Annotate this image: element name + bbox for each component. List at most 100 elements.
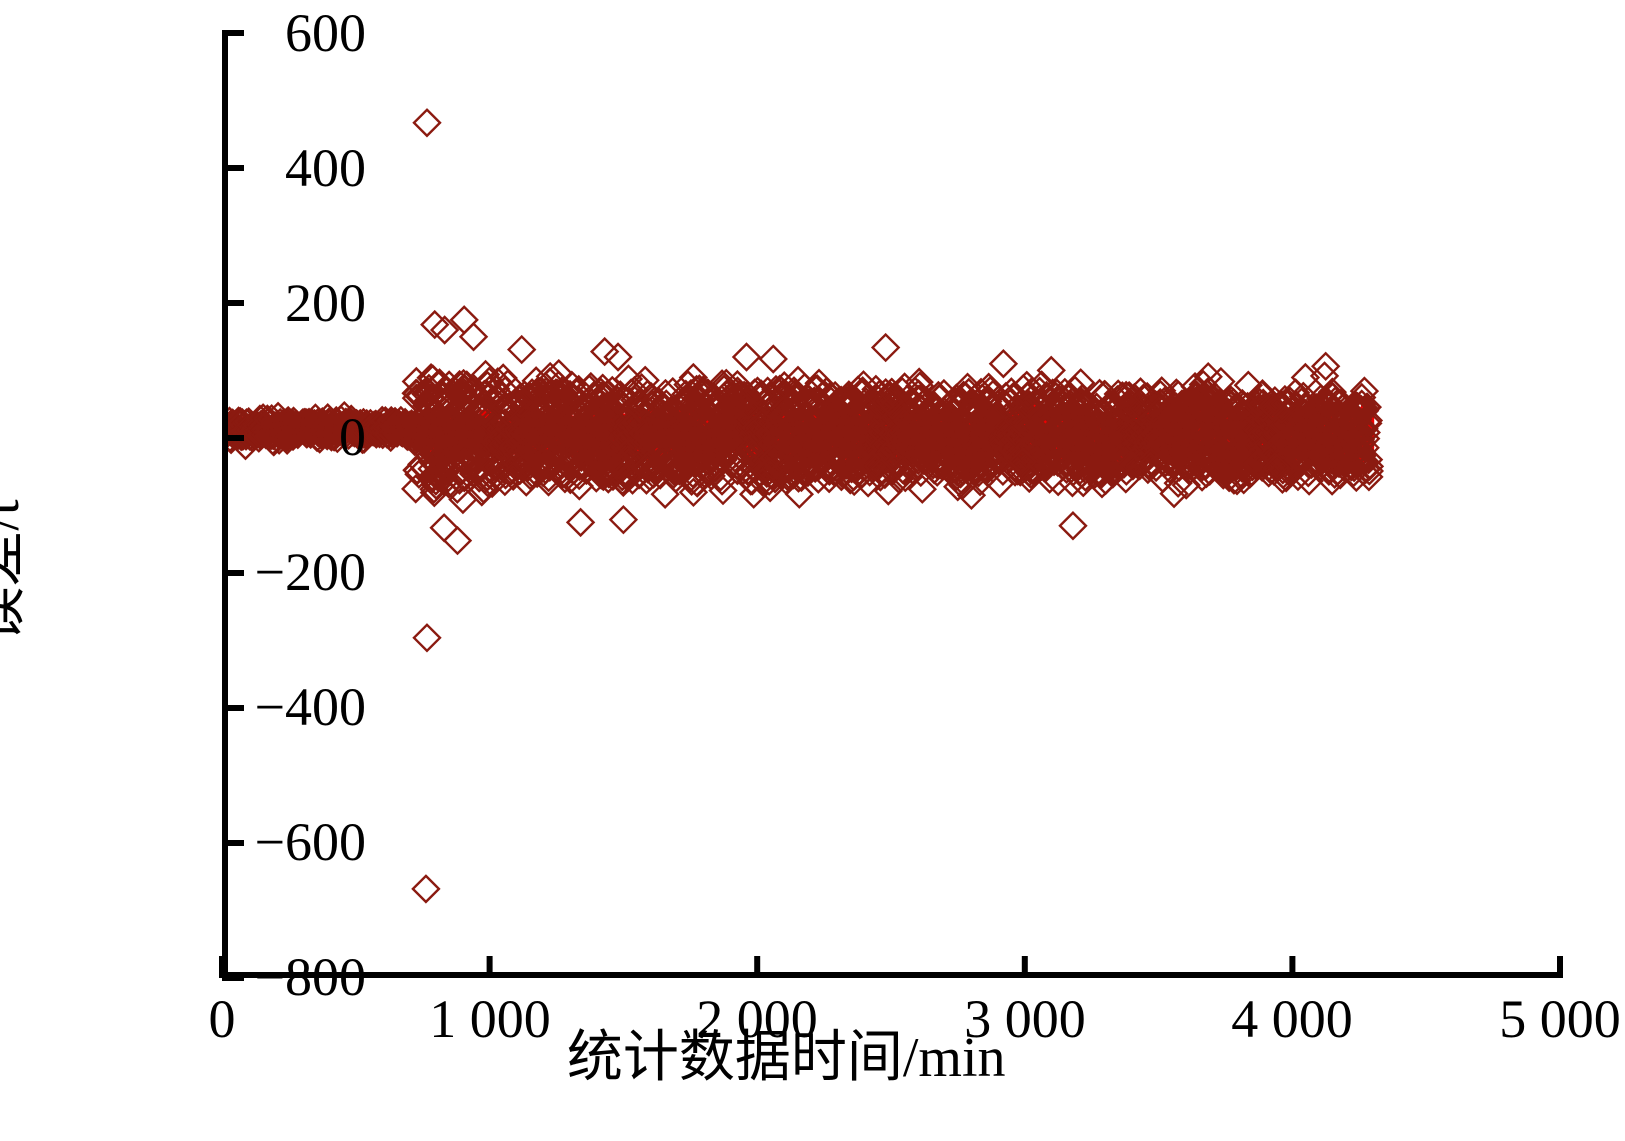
data-point-marker (866, 457, 896, 487)
data-point-marker (1318, 381, 1348, 412)
data-point-marker (906, 457, 936, 488)
data-point-marker (1349, 396, 1380, 426)
data-point-marker (483, 367, 513, 397)
data-point-marker (468, 474, 499, 504)
y-tick-label-400: 400 (285, 138, 366, 198)
data-point-marker (592, 390, 622, 421)
data-point-marker (1311, 388, 1341, 418)
data-point-marker (780, 379, 810, 409)
data-point-marker (1304, 453, 1334, 483)
data-point-marker (770, 454, 801, 484)
data-point-marker (1051, 454, 1082, 485)
data-point-marker (1066, 389, 1096, 420)
data-point-marker (521, 366, 551, 396)
data-point-marker (948, 380, 979, 410)
data-point-marker (416, 362, 446, 393)
data-point-marker (1175, 389, 1205, 420)
data-point-marker (534, 449, 565, 480)
data-point-marker (940, 453, 971, 484)
data-point-marker (1343, 449, 1373, 480)
data-point-marker (602, 385, 633, 415)
data-point-marker (1029, 445, 1059, 476)
data-point-marker (515, 382, 545, 412)
data-point-marker (1132, 381, 1162, 412)
data-point-marker (709, 387, 740, 417)
data-point-marker (836, 383, 867, 414)
data-point-marker (1240, 445, 1270, 475)
data-point-marker (551, 389, 581, 419)
data-point-marker (1026, 370, 1057, 400)
x-tick-label-1000: 1 000 (429, 989, 551, 1049)
data-point-marker (574, 374, 605, 404)
data-point-marker (1053, 447, 1083, 478)
data-point-marker (1136, 446, 1166, 477)
x-tick-label-2000: 2 000 (696, 989, 818, 1049)
data-point-marker (789, 372, 820, 403)
data-point-marker (998, 381, 1029, 412)
data-point-marker (565, 507, 596, 538)
data-point-marker (1116, 389, 1146, 419)
y-tick-label-minus200: −200 (254, 542, 366, 602)
data-point-marker (405, 381, 436, 411)
data-point-marker (1241, 449, 1272, 480)
data-point-marker (437, 448, 467, 478)
data-point-marker (1336, 450, 1366, 481)
data-point-marker (1125, 451, 1155, 481)
data-point-marker (907, 474, 938, 504)
data-point-marker (956, 390, 986, 421)
data-point-marker (1016, 455, 1046, 485)
data-point-marker (684, 374, 715, 404)
data-point-marker (819, 457, 850, 488)
data-point-marker (544, 358, 574, 389)
data-point-marker (603, 342, 633, 372)
data-point-marker (973, 458, 1003, 488)
data-point-marker (1058, 511, 1088, 541)
data-point-marker (445, 392, 476, 423)
data-point-marker (716, 395, 746, 425)
data-point-marker (608, 504, 639, 535)
data-point-marker (752, 376, 783, 406)
data-point-marker (1208, 454, 1238, 484)
data-point-marker (1171, 470, 1201, 500)
data-point-marker (688, 375, 718, 405)
x-tick-label-4000: 4 000 (1231, 989, 1353, 1049)
data-point-marker (458, 322, 489, 352)
data-point-marker (792, 387, 822, 417)
x-axis-title: 统计数据时间/min (566, 1027, 1006, 1089)
data-point-marker (1102, 392, 1132, 423)
data-point-marker (887, 454, 918, 485)
data-point-marker (669, 385, 699, 416)
data-point-marker (995, 388, 1025, 418)
data-point-marker (434, 469, 464, 499)
data-point-marker (638, 459, 669, 489)
data-point-marker (416, 382, 446, 413)
data-point-marker (889, 372, 920, 402)
data-point-marker (650, 479, 680, 509)
data-point-marker (728, 444, 758, 474)
data-point-marker (1008, 447, 1038, 477)
data-point-marker (1262, 453, 1292, 483)
data-point-marker (875, 386, 905, 416)
data-point-marker (966, 448, 996, 478)
data-point-marker (521, 377, 552, 408)
data-point-marker (495, 390, 525, 421)
data-point-marker (1185, 391, 1215, 421)
data-point-marker (972, 389, 1003, 419)
x-tick-label-0: 0 (208, 989, 236, 1049)
x-tick-label-5000: 5 000 (1499, 989, 1621, 1049)
data-point-marker (420, 309, 450, 340)
data-point-marker (472, 370, 503, 401)
data-point-marker (1222, 466, 1252, 496)
data-point-marker (571, 455, 602, 486)
data-point-marker (680, 446, 710, 476)
data-point-marker (728, 456, 758, 486)
data-point-marker (1111, 380, 1141, 411)
data-point-marker (990, 391, 1021, 421)
data-point-marker (402, 455, 433, 486)
data-point-marker (853, 468, 883, 498)
data-point-marker (1203, 390, 1233, 420)
data-point-marker (474, 459, 505, 490)
data-point-marker (1036, 355, 1066, 386)
